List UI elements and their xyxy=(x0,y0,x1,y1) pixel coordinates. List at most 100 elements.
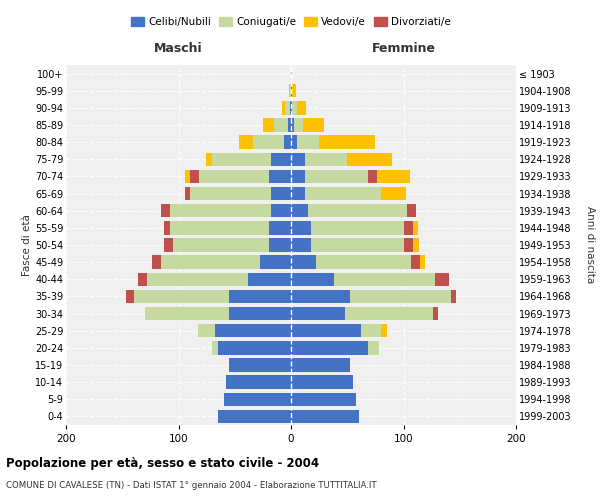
Bar xyxy=(170,204,271,218)
Text: COMUNE DI CAVALESE (TN) - Dati ISTAT 1° gennaio 2004 - Elaborazione TUTTITALIA.I: COMUNE DI CAVALESE (TN) - Dati ISTAT 1° … xyxy=(6,481,377,490)
Bar xyxy=(291,238,311,252)
Bar xyxy=(319,136,376,149)
Bar xyxy=(291,136,296,149)
Y-axis label: Fasce di età: Fasce di età xyxy=(22,214,32,276)
Bar xyxy=(147,272,248,286)
Bar xyxy=(164,221,170,234)
Bar xyxy=(311,238,404,252)
Bar xyxy=(271,187,291,200)
Bar xyxy=(125,290,133,303)
Bar xyxy=(190,187,271,200)
Bar xyxy=(263,118,274,132)
Text: Femmine: Femmine xyxy=(371,42,436,54)
Bar xyxy=(271,204,291,218)
Bar xyxy=(291,118,295,132)
Bar xyxy=(248,272,291,286)
Bar xyxy=(334,272,435,286)
Bar xyxy=(291,101,292,114)
Bar xyxy=(291,204,308,218)
Bar xyxy=(138,272,147,286)
Bar xyxy=(291,358,349,372)
Y-axis label: Anni di nascita: Anni di nascita xyxy=(586,206,595,284)
Bar xyxy=(404,238,413,252)
Bar xyxy=(291,376,353,389)
Bar xyxy=(212,341,218,354)
Bar xyxy=(305,187,381,200)
Bar xyxy=(215,324,291,338)
Bar xyxy=(291,256,316,269)
Bar xyxy=(170,221,269,234)
Bar xyxy=(291,290,349,303)
Bar xyxy=(292,101,296,114)
Bar xyxy=(286,101,290,114)
Bar xyxy=(412,256,421,269)
Bar xyxy=(305,170,367,183)
Bar xyxy=(291,170,305,183)
Bar xyxy=(316,256,412,269)
Bar xyxy=(377,170,410,183)
Bar xyxy=(296,101,305,114)
Bar xyxy=(295,118,304,132)
Bar xyxy=(291,307,345,320)
Bar xyxy=(218,410,291,423)
Bar xyxy=(269,238,291,252)
Bar xyxy=(291,341,367,354)
Bar xyxy=(199,170,269,183)
Bar xyxy=(345,307,433,320)
Bar xyxy=(413,221,418,234)
Bar xyxy=(381,324,386,338)
Bar xyxy=(151,256,161,269)
Bar xyxy=(185,170,190,183)
Bar xyxy=(291,272,334,286)
Bar xyxy=(296,136,319,149)
Bar xyxy=(223,392,291,406)
Bar xyxy=(290,101,291,114)
Bar xyxy=(229,307,291,320)
Bar xyxy=(451,290,457,303)
Text: Popolazione per età, sesso e stato civile - 2004: Popolazione per età, sesso e stato civil… xyxy=(6,458,319,470)
Bar xyxy=(291,324,361,338)
Bar xyxy=(282,101,286,114)
Bar xyxy=(413,238,419,252)
Bar xyxy=(435,272,449,286)
Bar xyxy=(218,341,291,354)
Bar xyxy=(185,187,190,200)
Bar xyxy=(274,118,287,132)
Bar xyxy=(305,152,347,166)
Bar xyxy=(239,136,253,149)
Bar xyxy=(291,84,292,98)
Bar xyxy=(133,290,229,303)
Bar xyxy=(404,221,413,234)
Bar xyxy=(289,84,290,98)
Bar xyxy=(253,136,284,149)
Bar xyxy=(229,358,291,372)
Bar xyxy=(291,152,305,166)
Bar xyxy=(164,238,173,252)
Bar xyxy=(197,324,215,338)
Bar xyxy=(205,152,212,166)
Bar xyxy=(347,152,392,166)
Bar xyxy=(190,170,199,183)
Legend: Celibi/Nubili, Coniugati/e, Vedovi/e, Divorziati/e: Celibi/Nubili, Coniugati/e, Vedovi/e, Di… xyxy=(127,12,455,31)
Bar xyxy=(361,324,381,338)
Bar xyxy=(292,84,296,98)
Bar xyxy=(212,152,271,166)
Bar xyxy=(367,341,379,354)
Bar xyxy=(284,136,291,149)
Bar xyxy=(349,290,451,303)
Bar xyxy=(229,290,291,303)
Bar xyxy=(304,118,323,132)
Bar xyxy=(226,376,291,389)
Bar xyxy=(291,221,311,234)
Bar xyxy=(291,410,359,423)
Bar xyxy=(291,67,292,80)
Bar xyxy=(421,256,425,269)
Bar xyxy=(290,84,291,98)
Bar xyxy=(291,187,305,200)
Bar xyxy=(269,221,291,234)
Text: Maschi: Maschi xyxy=(154,42,203,54)
Bar xyxy=(161,256,260,269)
Bar xyxy=(161,204,170,218)
Bar xyxy=(145,307,229,320)
Bar xyxy=(381,187,406,200)
